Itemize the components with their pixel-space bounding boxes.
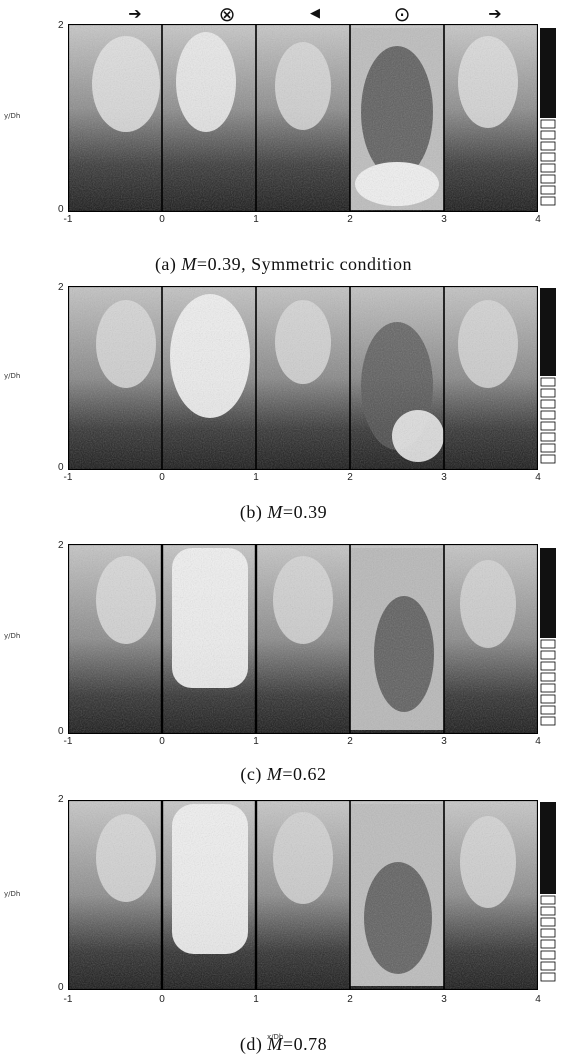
x-tick: 2 [347,994,353,1005]
right-arrow-icon: ➔ [488,4,502,23]
y-tick-bottom: 0 [58,982,64,993]
colorbar [540,548,556,726]
figure-panel-c: y/Dh 2 0 -1 0 1 2 3 4 [0,540,567,794]
x-tick: 4 [535,994,541,1005]
colorbar [540,802,556,982]
figure-caption-d: (d) M=0.78 [239,1034,328,1054]
y-tick-bottom: 0 [58,204,64,215]
left-arrow-icon: ◀ [310,6,320,21]
x-tick: 1 [253,214,259,225]
x-tick: 1 [253,736,259,747]
circle-dot-icon: ⊙ [393,2,411,26]
x-tick: 4 [535,214,541,225]
x-tick: 4 [535,472,541,483]
flow-direction-symbols: ➔ ⊗ ◀ ⊙ ➔ [68,2,538,26]
right-arrow-icon: ➔ [128,4,142,23]
x-tick: -1 [63,214,73,225]
contour-plot [68,286,538,470]
figure-panel-d: y/Dh 2 0 -1 0 1 2 3 4 [0,794,567,1060]
colorbar [540,288,556,464]
y-axis-label: y/Dh [4,112,21,120]
y-tick-bottom: 0 [58,726,64,737]
figure-panel-b: y/Dh 2 0 -1 0 1 2 3 4 [0,282,567,534]
y-tick-top: 2 [58,282,64,293]
x-tick: -1 [63,472,73,483]
figure-caption-c: (c) M=0.62 [240,764,327,784]
contour-plot [68,800,538,990]
y-tick-top: 2 [58,20,64,31]
x-tick: 3 [441,214,447,225]
x-tick: 2 [347,214,353,225]
x-tick: 3 [441,736,447,747]
y-axis-label: y/Dh [4,372,21,380]
figure-caption-b: (b) M=0.39 [239,502,328,522]
x-tick: 2 [347,736,353,747]
x-tick: 3 [441,994,447,1005]
x-tick: 2 [347,472,353,483]
y-axis-label: y/Dh [4,890,21,898]
y-tick-top: 2 [58,794,64,805]
x-tick: 1 [253,994,259,1005]
y-tick-bottom: 0 [58,462,64,473]
x-tick: 4 [535,736,541,747]
x-tick: -1 [63,994,73,1005]
contour-plot [68,544,538,734]
y-tick-top: 2 [58,540,64,551]
colorbar [540,28,556,206]
x-tick: 3 [441,472,447,483]
x-tick: 0 [159,736,165,747]
x-tick: -1 [63,736,73,747]
x-axis-label: x/Dh [267,1033,284,1041]
x-tick: 0 [159,214,165,225]
contour-plot [68,24,538,212]
figure-panel-a: y/Dh 2 0 -1 0 1 2 3 4 [0,20,567,282]
x-tick: 0 [159,472,165,483]
x-tick: 1 [253,472,259,483]
figure-caption-a: (a) M=0.39, Symmetric condition [154,254,413,274]
y-axis-label: y/Dh [4,632,21,640]
x-tick: 0 [159,994,165,1005]
circle-cross-icon: ⊗ [218,2,236,26]
